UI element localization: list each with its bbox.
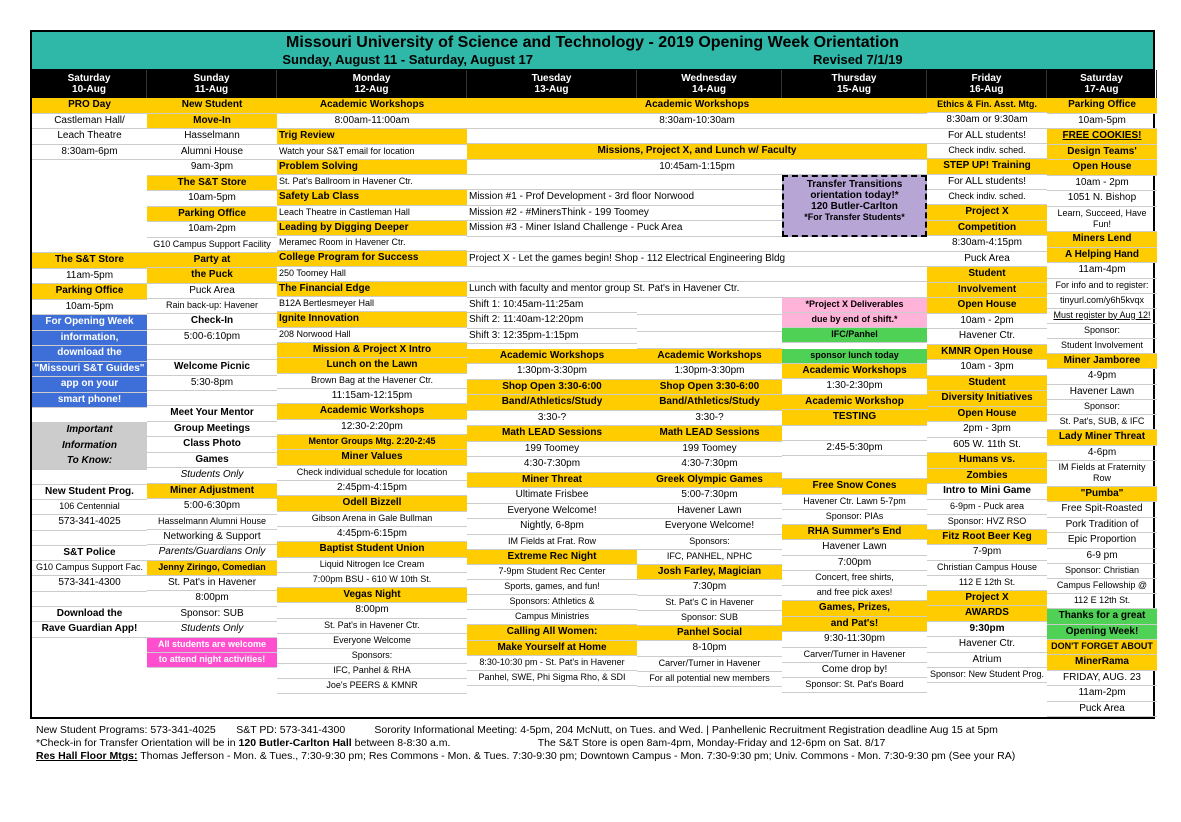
col-fri16: Ethics & Fin. Asst. Mtg. 8:30am or 9:30a… — [927, 98, 1047, 717]
main-title: Missouri University of Science and Techn… — [32, 34, 1153, 52]
body-grid: PRO Day Castleman Hall/ Leach Theatre 8:… — [32, 98, 1153, 717]
subtitle-left: Sunday, August 11 - Saturday, August 17 — [282, 52, 533, 67]
transfer-box: Transfer Transitions orientation today!*… — [782, 175, 927, 237]
col-sun11: New Student Move-In Hasselmann Alumni Ho… — [147, 98, 277, 717]
col-sat17: Parking Office 10am-5pm FREE COOKIES! De… — [1047, 98, 1157, 717]
col-sat10: PRO Day Castleman Hall/ Leach Theatre 8:… — [32, 98, 147, 717]
days-header: Saturday10-Aug Sunday11-Aug Monday12-Aug… — [32, 70, 1153, 98]
col-mon12: Academic Workshops 8:00am-11:00am Trig R… — [277, 98, 467, 717]
col-tue-thu-merged: Academic Workshops 8:30am-10:30am Missio… — [467, 98, 927, 717]
footer: New Student Programs: 573-341-4025 S&T P… — [30, 719, 1151, 767]
schedule-frame: Missouri University of Science and Techn… — [30, 30, 1155, 719]
subtitle-right: Revised 7/1/19 — [813, 52, 903, 67]
title-bar: Missouri University of Science and Techn… — [32, 32, 1153, 70]
